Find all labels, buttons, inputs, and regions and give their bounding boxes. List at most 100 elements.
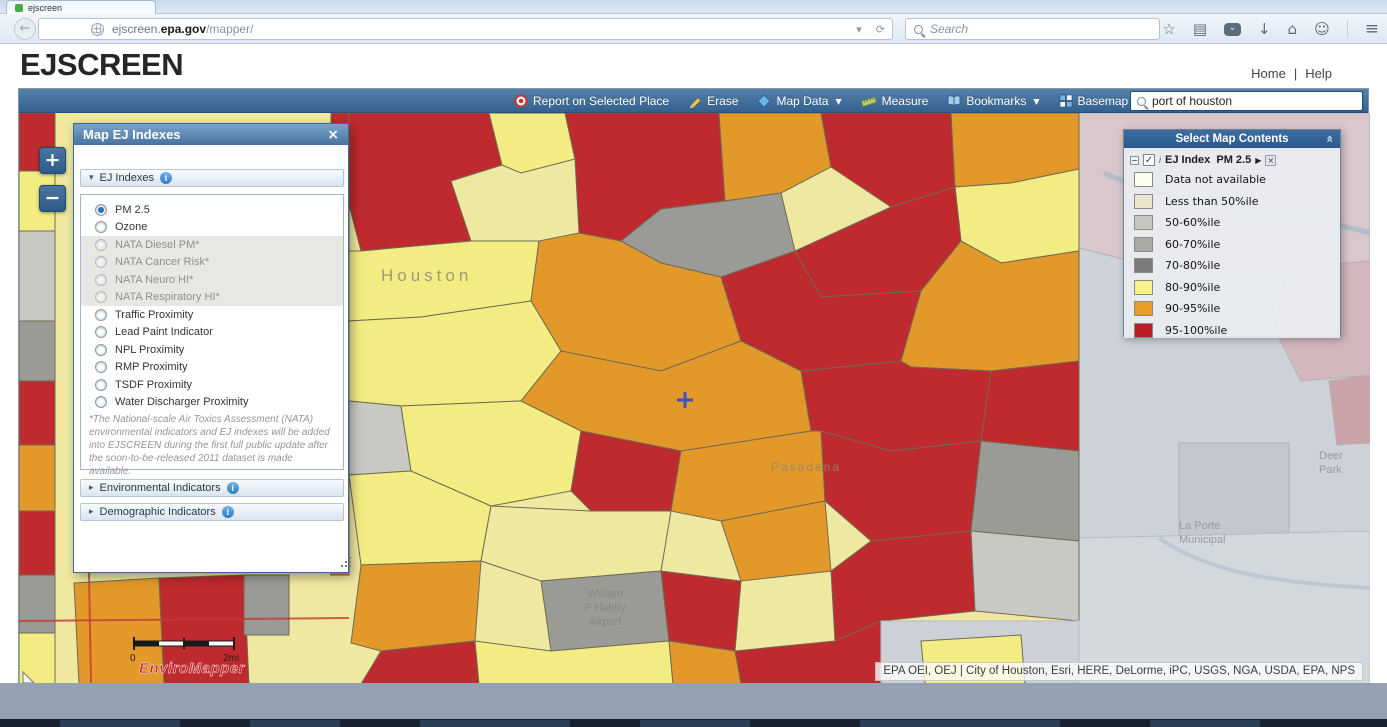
back-button[interactable]: ←	[14, 18, 36, 40]
reload-icon[interactable]: ⟳	[875, 22, 885, 36]
hobby-airport-label: William	[587, 588, 622, 600]
radio-icon	[95, 378, 107, 391]
bookmark-star-icon[interactable]: ☆	[1162, 19, 1176, 38]
info-icon[interactable]: i	[226, 482, 239, 494]
svg-text:Airport: Airport	[589, 616, 621, 628]
svg-text:Municipal: Municipal	[1179, 534, 1225, 546]
radio-nata-respiratory-hi: NATA Respiratory HI*	[81, 289, 343, 307]
legend-row: 60-70%ile	[1130, 234, 1334, 256]
map-data-button[interactable]: Map Data ▼	[757, 94, 842, 108]
measure-button[interactable]: Measure	[860, 94, 928, 108]
radio-icon	[95, 308, 107, 321]
map-toolbar: Report on Selected Place Erase Map Data …	[19, 89, 1368, 113]
legend-swatch	[1134, 301, 1153, 317]
play-icon[interactable]: ▶	[1255, 155, 1262, 165]
header-links: Home | Help	[1251, 66, 1332, 81]
diamond-map-data-icon	[757, 94, 772, 108]
legend-row: 80-90%ile	[1130, 277, 1334, 299]
radio-pm25[interactable]: PM 2.5	[81, 201, 343, 219]
pocket-icon[interactable]: ⌄	[1224, 22, 1241, 36]
nata-footnote: *The National-scale Air Toxics Assessmen…	[89, 414, 330, 477]
radio-water-discharger-proximity[interactable]: Water Discharger Proximity	[81, 394, 343, 412]
reading-list-icon[interactable]: ▤	[1192, 19, 1207, 38]
layer-info-icon[interactable]: i	[1159, 155, 1161, 165]
legend-swatch	[1134, 279, 1153, 295]
feedback-icon[interactable]: ☺	[1314, 19, 1330, 38]
la-porte-label: La Porte	[1179, 520, 1221, 532]
tiles-basemap-icon	[1059, 94, 1072, 108]
book-bookmarks-icon	[947, 95, 961, 107]
panel-header: Map EJ Indexes ×	[74, 124, 348, 145]
browser-navbar: ← ejscreen.epa.gov/mapper/ ▾ ⟳ Search	[0, 14, 1387, 44]
report-on-selected-place-button[interactable]: Report on Selected Place	[514, 94, 669, 108]
radio-nata-diesel-pm: NATA Diesel PM*	[81, 236, 343, 254]
layer-expander-icon[interactable]: −	[1130, 155, 1139, 165]
legend-row: Data not available	[1130, 169, 1334, 191]
triangle-down-icon: ▾	[89, 173, 94, 183]
basemap-button[interactable]: Basemap ▼	[1059, 94, 1141, 108]
map-place-labels: Houston Pasadena William P Hobby Airport…	[381, 266, 1343, 628]
home-link[interactable]: Home	[1251, 66, 1286, 81]
radio-icon	[95, 361, 107, 374]
radio-icon	[95, 256, 107, 269]
zoom-out-button[interactable]: −	[39, 185, 66, 212]
legend-row: Less than 50%ile	[1130, 191, 1334, 213]
triangle-right-icon: ▸	[89, 483, 94, 493]
help-link[interactable]: Help	[1305, 66, 1332, 81]
crosshair-marker	[677, 392, 693, 408]
layer-close-icon[interactable]: ×	[1265, 154, 1277, 166]
tab-favicon	[15, 3, 23, 12]
panel-resize-grip[interactable]	[341, 565, 343, 567]
radio-icon	[95, 203, 107, 216]
url-dropdown-icon[interactable]: ▾	[856, 22, 862, 36]
downloads-icon[interactable]: ↓	[1258, 19, 1271, 38]
place-search-input[interactable]: port of houston	[1130, 91, 1363, 111]
radio-lead-paint[interactable]: Lead Paint Indicator	[81, 324, 343, 342]
map-ej-indexes-panel: Map EJ Indexes × ▾ EJ Indexes i PM 2.5 O…	[73, 123, 349, 573]
radio-npl-proximity[interactable]: NPL Proximity	[81, 341, 343, 359]
legend-swatch	[1134, 215, 1153, 231]
collapse-chevron-icon[interactable]: «	[1323, 135, 1338, 143]
disabled-options-strip	[81, 236, 343, 306]
section-ej-indexes[interactable]: ▾ EJ Indexes i	[80, 169, 344, 187]
home-icon[interactable]: ⌂	[1287, 19, 1298, 38]
url-bar[interactable]: ejscreen.epa.gov/mapper/ ▾ ⟳	[38, 18, 893, 40]
browser-tab[interactable]: ejscreen	[6, 0, 156, 14]
pasadena-label: Pasadena	[771, 460, 841, 474]
info-icon[interactable]: i	[221, 506, 234, 518]
desktop-background	[0, 683, 1387, 719]
legend-row: 90-95%ile	[1130, 298, 1334, 320]
browser-search-input[interactable]: Search	[905, 18, 1160, 40]
site-header: EJSCREEN Home | Help	[0, 44, 1387, 88]
select-map-contents-panel: Select Map Contents « − ✓ i EJ Index PM …	[1123, 129, 1341, 338]
legend-swatch	[1134, 172, 1153, 188]
legend-row: 50-60%ile	[1130, 212, 1334, 234]
legend-swatch	[1134, 236, 1153, 252]
section-environmental-indicators[interactable]: ▸ Environmental Indicators i	[80, 479, 344, 497]
map-attribution: EPA OEI, OEJ | City of Houston, Esri, HE…	[875, 662, 1363, 681]
divider	[1346, 20, 1348, 38]
section-demographic-indicators[interactable]: ▸ Demographic Indicators i	[80, 503, 344, 521]
close-icon[interactable]: ×	[327, 126, 339, 143]
legend-swatch	[1134, 322, 1153, 338]
tab-label: ejscreen	[28, 2, 63, 13]
mapper-app: Report on Selected Place Erase Map Data …	[18, 88, 1370, 684]
radio-tsdf-proximity[interactable]: TSDF Proximity	[81, 376, 343, 394]
layer-name: EJ Index PM 2.5	[1165, 154, 1252, 166]
layer-checkbox[interactable]: ✓	[1143, 154, 1155, 166]
radio-ozone[interactable]: Ozone	[81, 219, 343, 237]
zoom-in-button[interactable]: +	[39, 147, 66, 174]
menu-icon[interactable]: ≡	[1364, 18, 1379, 39]
dropdown-caret-icon: ▼	[835, 96, 842, 106]
erase-button[interactable]: Erase	[688, 94, 738, 108]
search-placeholder: Search	[930, 22, 969, 36]
radio-nata-neuro-hi: NATA Neuro HI*	[81, 271, 343, 289]
radio-traffic-proximity[interactable]: Traffic Proximity	[81, 306, 343, 324]
radio-rmp-proximity[interactable]: RMP Proximity	[81, 359, 343, 377]
radio-icon	[95, 273, 107, 286]
legend-row: 95-100%ile	[1130, 320, 1334, 342]
info-icon[interactable]: i	[159, 172, 172, 184]
ruler-measure-icon	[860, 96, 877, 108]
bookmarks-button[interactable]: Bookmarks ▼	[947, 94, 1040, 108]
